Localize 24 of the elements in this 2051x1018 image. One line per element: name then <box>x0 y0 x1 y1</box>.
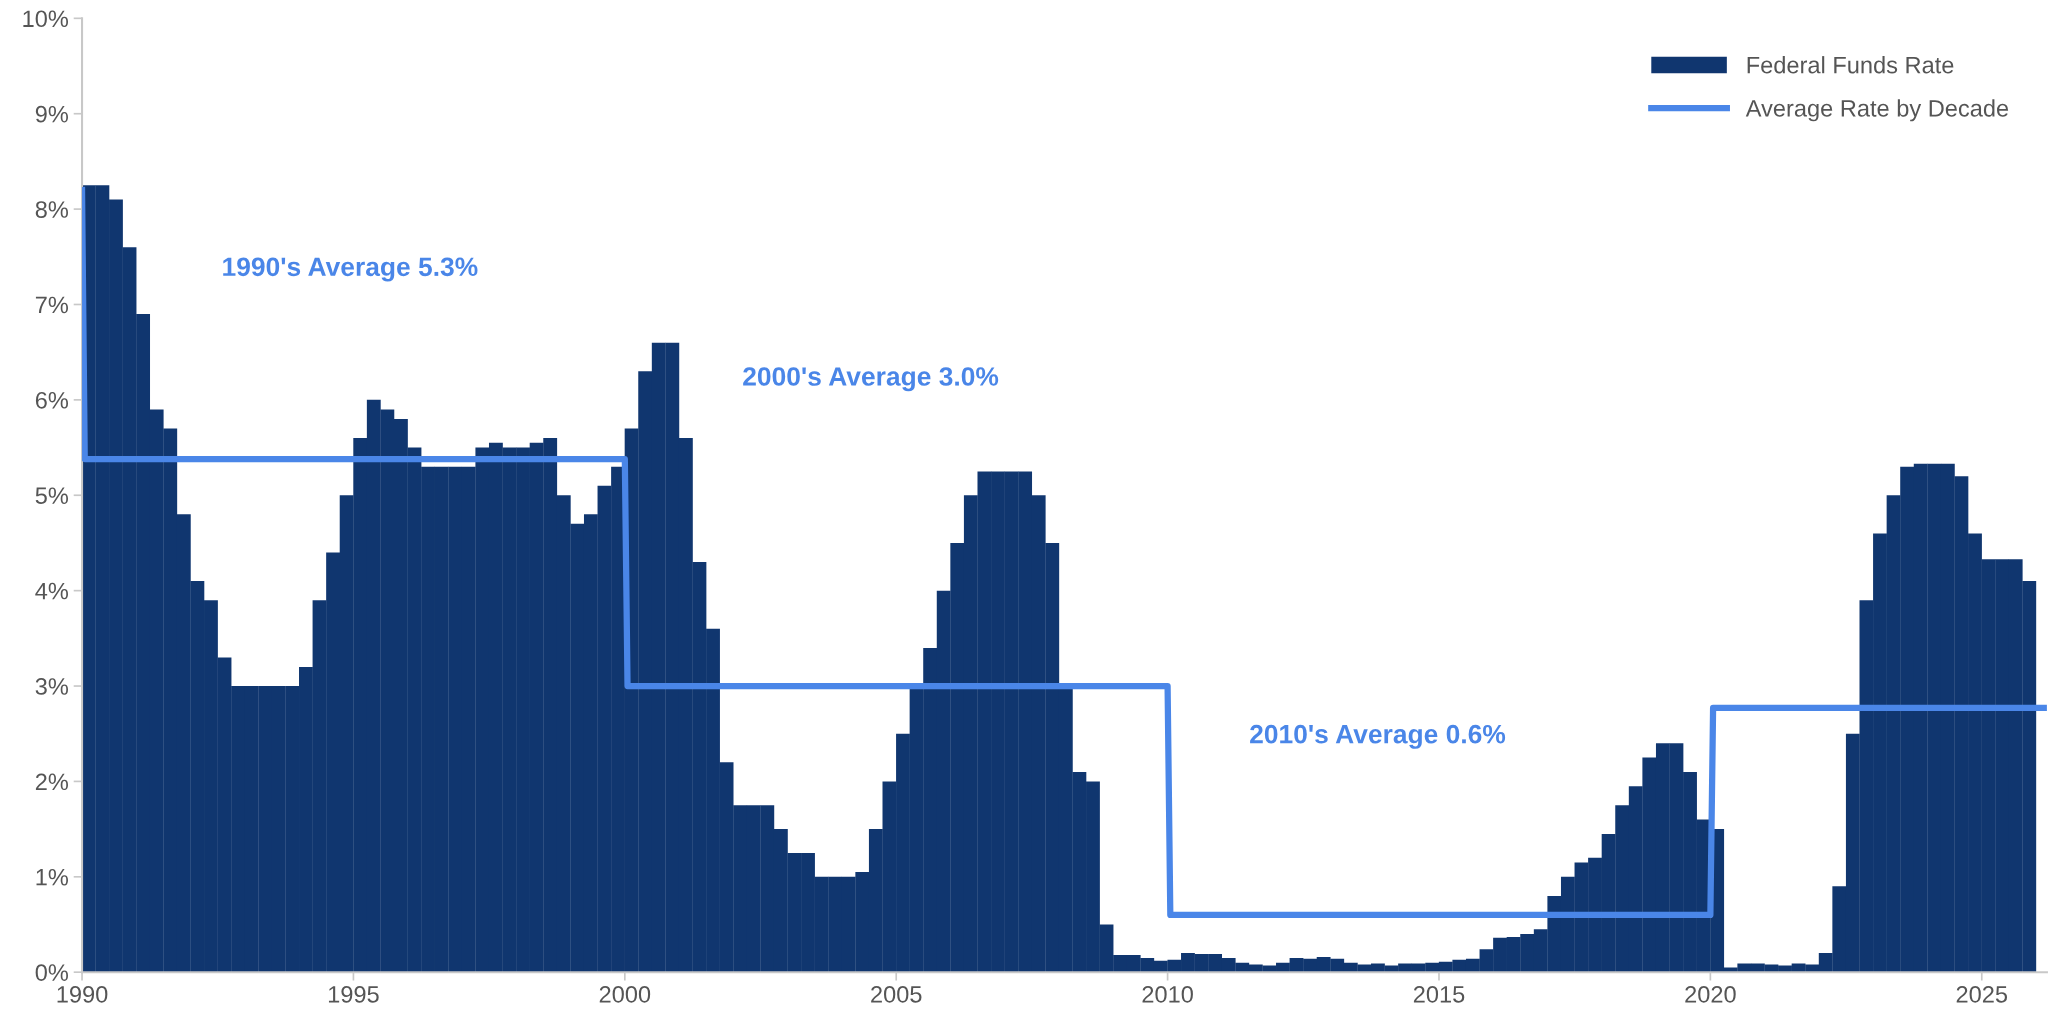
y-tick-label: 6% <box>35 391 69 409</box>
annotation: 2010's Average 0.6% <box>1250 724 1506 749</box>
x-tick-label: 1995 <box>328 986 379 1003</box>
y-tick-label: 5% <box>35 487 69 505</box>
y-tick-label: 7% <box>35 296 69 314</box>
x-tick-label: 2005 <box>871 986 922 1003</box>
legend-label: Federal Funds Rate <box>1747 56 1954 74</box>
y-tick-label: 10% <box>23 10 69 28</box>
x-tick-label: 2015 <box>1413 986 1465 1003</box>
y-tick-label: 0% <box>35 964 69 981</box>
y-tick-label: 3% <box>35 678 69 695</box>
annotation: 1990's Average 5.3% <box>223 257 478 282</box>
x-tick-label: 1990 <box>57 986 108 1003</box>
annotation: 2000's Average 3.0% <box>743 367 999 392</box>
y-tick-label: 1% <box>36 868 69 886</box>
y-tick-label: 8% <box>35 201 69 218</box>
x-tick-label: 2025 <box>1956 986 2008 1003</box>
y-tick-label: 2% <box>35 773 69 791</box>
y-tick-label: 4% <box>35 582 69 600</box>
x-tick-label: 2020 <box>1685 986 1736 1003</box>
x-tick-label: 2000 <box>599 986 651 1003</box>
x-tick-label: 2010 <box>1142 986 1193 1003</box>
y-tick-label: 9% <box>35 105 69 123</box>
legend-label: Average Rate by Decade <box>1745 99 2009 122</box>
